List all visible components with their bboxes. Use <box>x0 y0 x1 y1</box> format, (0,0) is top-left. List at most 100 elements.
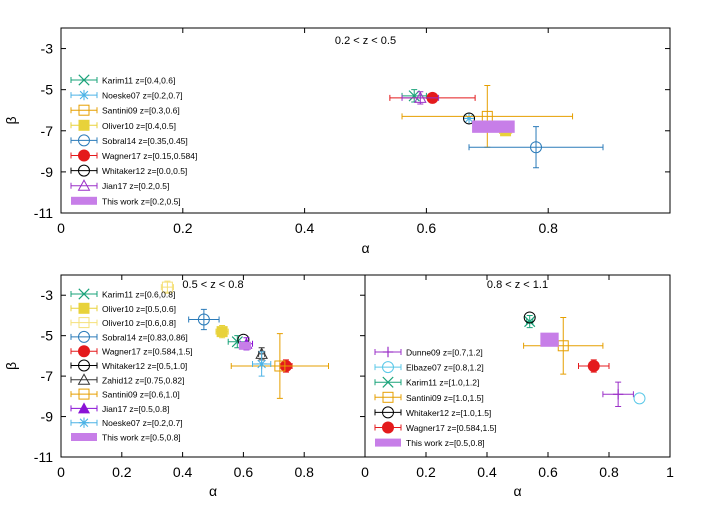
legend-label: Zahid12 z=[0.75,0.82] <box>102 375 184 385</box>
x-tick-label: 0.4 <box>173 464 193 480</box>
legend-item: This work z=[0.5,0.8] <box>375 438 485 448</box>
panel-title: 0.2 < z < 0.5 <box>335 35 396 47</box>
y-axis-label: β <box>3 116 19 124</box>
legend-item: Sobral14 z=[0.35,0.45] <box>70 134 188 147</box>
legend-item: Oliver10 z=[0.5,0.6] <box>70 302 176 314</box>
legend-marker <box>382 376 394 388</box>
legend-errorbar <box>70 391 98 398</box>
legend-swatch <box>375 438 401 447</box>
legend-label: Wagner17 z=[0.584,1.5] <box>406 423 497 433</box>
legend-swatch <box>71 196 97 205</box>
legend-marker <box>382 346 394 358</box>
legend-label: Sobral14 z=[0.35,0.45] <box>102 136 188 146</box>
y-error-bar <box>276 333 283 399</box>
data-point <box>530 141 543 154</box>
data-point <box>413 91 427 103</box>
legend-marker <box>77 373 91 385</box>
x-tick-label: 0.6 <box>538 464 558 480</box>
x-tick-label: 0.8 <box>538 220 558 236</box>
y-tick-label: -7 <box>41 368 54 384</box>
legend-marker <box>78 330 90 343</box>
legend-label: Oliver10 z=[0.4,0.5] <box>102 121 176 131</box>
legend-marker <box>382 361 394 374</box>
legend-item: Whitaker12 z=[0.5,1.0] <box>70 359 187 372</box>
legend-label: Oliver10 z=[0.5,0.6] <box>102 304 176 314</box>
legend-item: Oliver10 z=[0.6,0.8] <box>70 317 176 329</box>
legend-label: Whitaker12 z=[1.0,1.5] <box>406 408 491 418</box>
legend: Karim11 z=[0.4,0.6] Noeske07 z=[0.2,0.7] S… <box>70 74 197 206</box>
legend-marker <box>78 288 90 300</box>
legend-errorbar <box>70 362 98 369</box>
data-point <box>612 389 624 400</box>
legend-marker <box>78 119 90 131</box>
legend-label: Elbaze07 z=[0.8,1.2] <box>406 363 484 373</box>
y-tick-label: -9 <box>41 164 54 180</box>
x-axis-label: α <box>209 483 217 499</box>
data-point <box>161 281 173 293</box>
plot-frame <box>364 274 671 458</box>
legend-marker <box>78 388 90 400</box>
legend-label: Oliver10 z=[0.6,0.8] <box>102 318 176 328</box>
legend-item: Noeske07 z=[0.2,0.7] <box>70 89 183 101</box>
x-tick-label: 0.8 <box>294 464 314 480</box>
legend-item: Jian17 z=[0.2,0.5] <box>70 179 169 191</box>
data-point <box>463 112 476 125</box>
legend-label: This work z=[0.5,0.8] <box>406 438 485 448</box>
legend-item: Whitaker12 z=[1.0,1.5] <box>374 406 491 419</box>
x-tick-label: 0 <box>361 464 369 480</box>
legend-label: Jian17 z=[0.2,0.5] <box>102 181 169 191</box>
data-point <box>524 315 536 328</box>
y-tick-label: -11 <box>34 449 53 465</box>
legend-item: Santini09 z=[0.3,0.6] <box>70 104 180 116</box>
legend-label: Santini09 z=[1.0,1.5] <box>406 393 484 403</box>
x-tick-label: 1 <box>666 464 674 480</box>
legend-label: Karim11 z=[1.0,1.2] <box>406 378 479 388</box>
legend-errorbar <box>374 409 402 416</box>
legend-marker <box>78 104 90 116</box>
y-tick-label: -3 <box>41 287 54 303</box>
legend-marker <box>78 359 90 372</box>
legend-label: Santini09 z=[0.6,1.0] <box>102 390 180 400</box>
y-error-bar <box>200 308 207 331</box>
x-tick-label: 0.2 <box>112 464 132 480</box>
legend-errorbar <box>374 364 402 371</box>
panel-2: 0 0.2 0.4 0.6 0.8 -3 -5 -7 -9 -11 0.5 < z < 0.8 α β K… <box>3 274 366 499</box>
data-point <box>540 332 559 347</box>
legend-marker <box>382 391 394 403</box>
data-layer <box>523 311 646 407</box>
legend-marker <box>78 74 90 86</box>
legend-item: Dunne09 z=[0.7,1.2] <box>374 346 483 358</box>
plot-frame <box>60 27 671 214</box>
legend-item: Zahid12 z=[0.75,0.82] <box>70 373 184 385</box>
legend-label: Noeske07 z=[0.2,0.7] <box>102 91 183 101</box>
legend-label: Noeske07 z=[0.2,0.7] <box>102 418 183 428</box>
legend-label: Wagner17 z=[0.584,1.5] <box>102 347 193 357</box>
legend-marker <box>382 421 394 434</box>
legend-item: Karim11 z=[0.4,0.6] <box>70 74 175 86</box>
data-point <box>216 326 228 338</box>
y-tick-label: -5 <box>41 82 54 98</box>
legend-errorbar <box>70 333 98 340</box>
data-point <box>408 90 420 102</box>
x-axis-label: α <box>361 240 369 256</box>
legend-label: Whitaker12 z=[0.0,0.5] <box>102 166 187 176</box>
legend-item: Wagner17 z=[0.15,0.584] <box>70 149 197 162</box>
data-layer <box>160 280 330 399</box>
legend-marker <box>382 406 394 419</box>
x-tick-label: 0.4 <box>477 464 497 480</box>
y-tick-label: -5 <box>41 328 54 344</box>
legend-errorbar <box>70 376 98 383</box>
data-point <box>274 360 286 372</box>
legend-marker <box>77 179 91 191</box>
legend-label: Sobral14 z=[0.83,0.86] <box>102 332 188 342</box>
legend-item: Karim11 z=[1.0,1.2] <box>374 376 479 388</box>
legend-errorbar <box>374 394 402 401</box>
data-point <box>197 313 210 326</box>
legend-item: Elbaze07 z=[0.8,1.2] <box>374 361 484 374</box>
legend-label: Karim11 z=[0.6,0.8] <box>102 290 175 300</box>
legend-item: Jian17 z=[0.5,0.8] <box>70 402 169 414</box>
legend-errorbar <box>70 137 98 144</box>
data-point <box>523 311 536 324</box>
data-point <box>587 360 600 372</box>
